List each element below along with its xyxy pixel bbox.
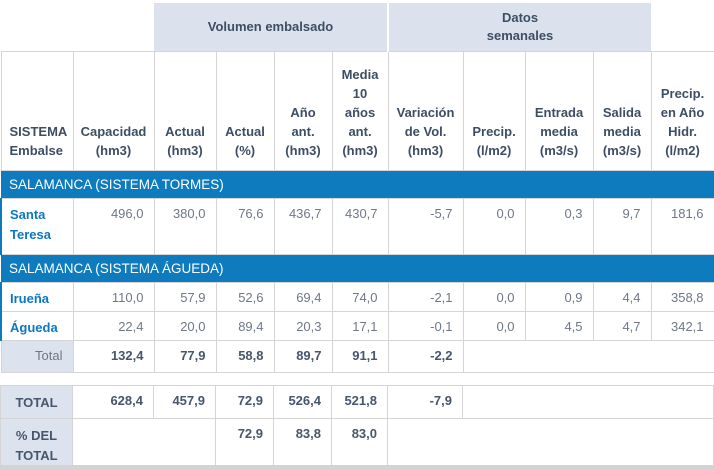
value-cell: 57,9 (153, 281, 217, 312)
value-cell: -0,1 (387, 310, 464, 341)
pct-total-cell: 83,8 (273, 418, 332, 467)
column-header-variacion-vol: Variación de Vol. (hm3) (387, 50, 464, 171)
empty-cell (462, 385, 714, 419)
table-row: Irueña 110,0 57,9 52,6 69,4 74,0 -2,1 0,… (0, 281, 714, 312)
total-value-cell: 58,8 (215, 339, 275, 373)
value-cell: 4,4 (592, 281, 652, 312)
value-cell: 22,4 (72, 310, 155, 341)
total-value-cell: 77,9 (153, 339, 217, 373)
group-header-spacer-right (651, 3, 714, 51)
value-cell: 4,5 (524, 310, 594, 341)
value-cell: 436,7 (273, 197, 333, 255)
value-cell: 358,8 (650, 281, 714, 312)
total-row-label: Total (0, 339, 74, 373)
value-cell: 0,9 (524, 281, 594, 312)
value-cell: 17,1 (331, 310, 389, 341)
group-header-spacer-left (1, 3, 154, 51)
value-cell: 380,0 (153, 197, 217, 255)
table-row: Santa Teresa 496,0 380,0 76,6 436,7 430,… (0, 197, 714, 255)
value-cell: 430,7 (331, 197, 389, 255)
value-cell: 76,6 (215, 197, 275, 255)
main-table: Volumen embalsado Datos semanales SISTEM… (0, 3, 714, 373)
grand-total-cell: -7,9 (387, 385, 463, 419)
value-cell: 0,0 (462, 197, 526, 255)
column-header-sistema-embalse: SISTEMA Embalse (0, 50, 74, 171)
reservoir-link-agueda[interactable]: Águeda (0, 310, 74, 341)
value-cell: 9,7 (592, 197, 652, 255)
summary-table: TOTAL 628,4 457,9 72,9 526,4 521,8 -7,9 … (0, 385, 714, 467)
section-banner-tormes: SALAMANCA (SISTEMA TORMES) (1, 170, 714, 198)
value-cell: 342,1 (650, 310, 714, 341)
value-cell: 4,7 (592, 310, 652, 341)
column-header-actual-pct: Actual (%) (215, 50, 275, 171)
grand-total-cell: 628,4 (72, 385, 154, 419)
empty-cell (72, 418, 216, 467)
column-header-media-10-anos: Media 10 años ant. (hm3) (331, 50, 389, 171)
section-banner-agueda: SALAMANCA (SISTEMA ÁGUEDA) (1, 254, 714, 282)
value-cell: 74,0 (331, 281, 389, 312)
value-cell: 496,0 (72, 197, 155, 255)
value-cell: 52,6 (215, 281, 275, 312)
column-header-actual-hm3: Actual (hm3) (153, 50, 217, 171)
grand-total-label: TOTAL (0, 385, 73, 419)
grand-total-cell: 521,8 (331, 385, 388, 419)
total-value-cell: -2,2 (387, 339, 464, 373)
table-row: % DEL TOTAL 72,9 83,8 83,0 (0, 418, 714, 467)
group-header-volumen-label: Volumen embalsado (207, 19, 334, 35)
value-cell: 20,3 (273, 310, 333, 341)
group-header-datos-semanales: Datos semanales (388, 3, 652, 51)
grand-total-cell: 72,9 (215, 385, 274, 419)
value-cell: 0,0 (462, 281, 526, 312)
total-value-cell: 91,1 (331, 339, 389, 373)
grand-total-cell: 526,4 (273, 385, 332, 419)
value-cell: 20,0 (153, 310, 217, 341)
reservoir-link-santa-teresa[interactable]: Santa Teresa (0, 197, 74, 255)
table-row: Total 132,4 77,9 58,8 89,7 91,1 -2,2 (0, 339, 714, 373)
column-header-precip: Precip. (l/m2) (462, 50, 526, 171)
column-header-entrada-media: Entrada media (m3/s) (524, 50, 594, 171)
grand-total-cell: 457,9 (153, 385, 216, 419)
total-value-cell: 89,7 (273, 339, 333, 373)
next-section-divider (0, 465, 714, 470)
reservoir-link-iruena[interactable]: Irueña (0, 281, 74, 312)
value-cell: 181,6 (650, 197, 714, 255)
value-cell: 0,0 (462, 310, 526, 341)
empty-cell (462, 339, 714, 373)
value-cell: 89,4 (215, 310, 275, 341)
value-cell: 110,0 (72, 281, 155, 312)
pct-total-cell: 83,0 (331, 418, 388, 467)
group-header-datos-label: Datos semanales (486, 9, 554, 43)
table-row: Águeda 22,4 20,0 89,4 20,3 17,1 -0,1 0,0… (0, 310, 714, 341)
column-header-capacidad: Capacidad (hm3) (72, 50, 155, 171)
value-cell: -5,7 (387, 197, 464, 255)
pct-total-label: % DEL TOTAL (0, 418, 73, 467)
table-row: TOTAL 628,4 457,9 72,9 526,4 521,8 -7,9 (0, 385, 714, 419)
total-value-cell: 132,4 (72, 339, 155, 373)
pct-total-cell: 72,9 (215, 418, 274, 467)
value-cell: 69,4 (273, 281, 333, 312)
group-header-volumen-embalsado: Volumen embalsado (154, 3, 390, 51)
column-header-precip-ano-hidr: Precip. en Año Hidr. (l/m2) (650, 50, 714, 171)
value-cell: 0,3 (524, 197, 594, 255)
value-cell: -2,1 (387, 281, 464, 312)
column-header-salida-media: Salida media (m3/s) (592, 50, 652, 171)
empty-cell (387, 418, 714, 467)
column-header-ano-ant: Año ant. (hm3) (273, 50, 333, 171)
